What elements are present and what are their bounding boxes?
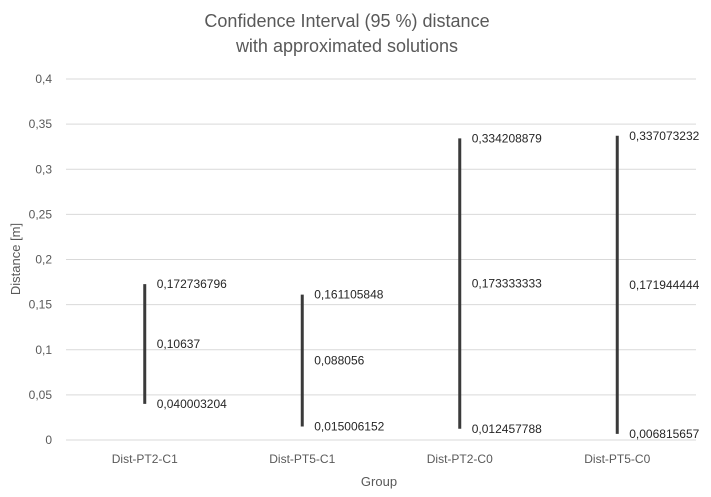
data-label-mean: 0,173333333 (472, 277, 542, 291)
data-label-mean: 0,10637 (157, 337, 201, 351)
y-tick-label: 0,25 (29, 207, 53, 221)
data-label-upper: 0,161105848 (314, 288, 384, 302)
data-label-mean: 0,171944444 (629, 278, 699, 292)
y-tick-label: 0,35 (29, 117, 53, 131)
y-tick-label: 0 (45, 433, 52, 447)
data-label-lower: 0,006815657 (629, 427, 699, 441)
data-label-upper: 0,172736796 (157, 277, 227, 291)
data-label-lower: 0,015006152 (314, 419, 384, 433)
chart-title-line-1: Confidence Interval (95 %) distance (204, 11, 489, 31)
data-label-lower: 0,012457788 (472, 422, 542, 436)
y-axis-title: Distance [m] (8, 223, 23, 295)
y-tick-label: 0,15 (29, 298, 53, 312)
y-tick-label: 0,05 (29, 388, 53, 402)
data-label-upper: 0,337073232 (629, 129, 699, 143)
gridlines (66, 78, 696, 441)
x-tick-labels: Dist-PT2-C1 Dist-PT5-C1 Dist-PT2-C0 Dist-PT… (112, 452, 651, 466)
y-tick-labels: 0 0,05 0,1 0,15 0,2 0,25 0,3 0,35 0,4 (29, 72, 53, 447)
x-tick-label: Dist-PT2-C0 (427, 452, 493, 466)
interval-marks (143, 135, 619, 434)
chart-title-line-2: with approximated solutions (235, 36, 458, 56)
data-labels: 0,172736796 0,161105848 0,334208879 0,33707… (157, 129, 700, 441)
y-tick-label: 0,4 (35, 72, 52, 86)
y-tick-label: 0,2 (35, 253, 52, 267)
x-tick-label: Dist-PT2-C1 (112, 452, 178, 466)
data-label-upper: 0,334208879 (472, 131, 542, 145)
data-label-lower: 0,040003204 (157, 397, 227, 411)
data-label-mean: 0,088056 (314, 354, 364, 368)
x-tick-label: Dist-PT5-C0 (584, 452, 650, 466)
x-axis-title: Group (361, 474, 397, 489)
y-tick-label: 0,3 (35, 162, 52, 176)
x-tick-label: Dist-PT5-C1 (269, 452, 335, 466)
y-tick-label: 0,1 (35, 343, 52, 357)
